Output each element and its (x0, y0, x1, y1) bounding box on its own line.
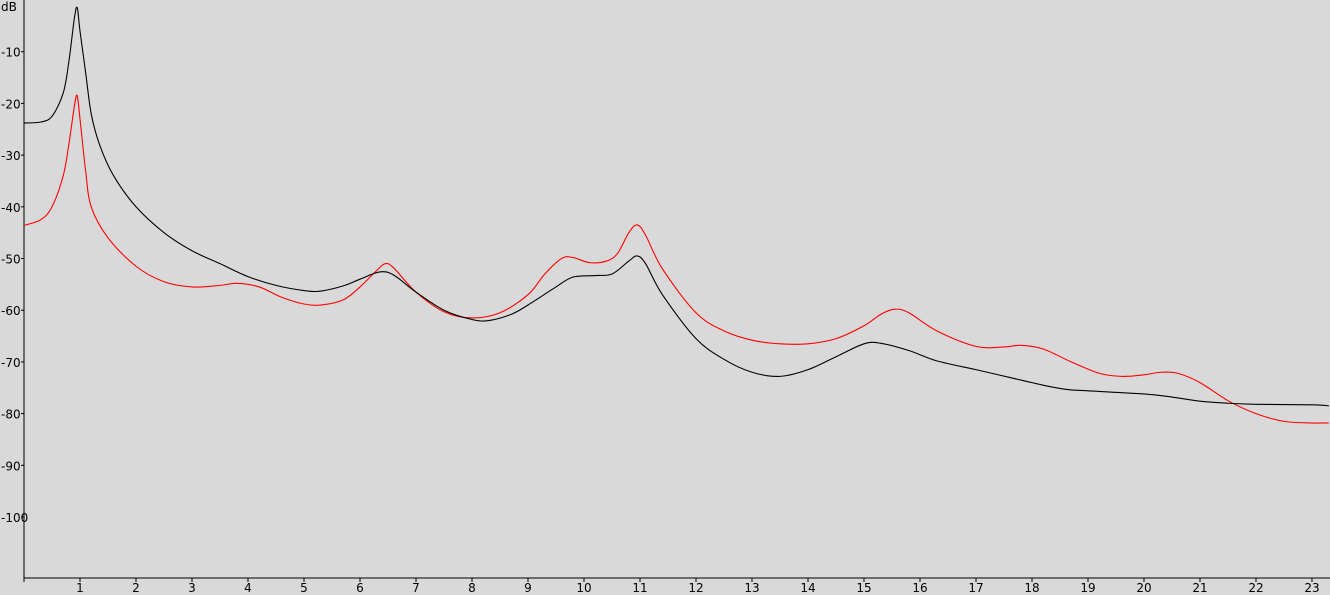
x-tick-label: 5 (300, 581, 308, 595)
x-tick-label: 3 (188, 581, 196, 595)
y-axis-unit-label: dB (1, 0, 17, 14)
x-tick-label: 7 (412, 581, 420, 595)
y-tick-label: -20 (1, 97, 21, 111)
y-tick-label: -80 (1, 408, 21, 422)
x-tick-label: 6 (356, 581, 364, 595)
red-response-line (23, 94, 1329, 424)
y-tick-label: -30 (1, 149, 21, 163)
y-tick-label: -90 (1, 459, 21, 473)
x-tick-label: 14 (800, 581, 815, 595)
x-tick-label: 12 (688, 581, 703, 595)
x-tick-label: 22 (1248, 581, 1263, 595)
x-tick-label: 4 (244, 581, 252, 595)
y-tick-label: -100 (1, 511, 28, 525)
x-tick-label: 16 (912, 581, 927, 595)
y-tick-label: -70 (1, 356, 21, 370)
x-tick-label: 18 (1024, 581, 1039, 595)
x-tick-label: 17 (968, 581, 983, 595)
x-tick-label: 15 (856, 581, 871, 595)
black-response-line (23, 6, 1329, 407)
x-tick-label: 10 (576, 581, 591, 595)
x-tick-label: 20 (1136, 581, 1151, 595)
x-tick-label: 13 (744, 581, 759, 595)
x-tick-label: 11 (632, 581, 647, 595)
x-tick-label: 19 (1080, 581, 1095, 595)
x-tick-label: 23 (1304, 581, 1319, 595)
x-tick-label: 8 (468, 581, 476, 595)
x-tick-label: 1 (76, 581, 84, 595)
y-tick-label: -40 (1, 201, 21, 215)
x-tick-label: 9 (524, 581, 532, 595)
y-tick-label: -10 (1, 46, 21, 60)
x-tick-label: 21 (1192, 581, 1207, 595)
series-group (23, 6, 1329, 424)
y-tick-label: -60 (1, 304, 21, 318)
x-tick-label: 2 (132, 581, 140, 595)
y-tick-label: -50 (1, 253, 21, 267)
